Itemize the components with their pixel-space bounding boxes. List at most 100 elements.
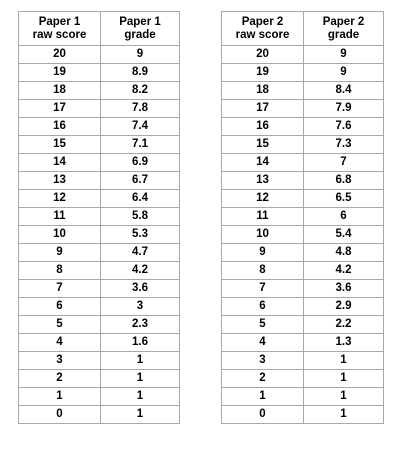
grade-cell: 1 xyxy=(303,369,384,388)
table-row: 18 8.2 xyxy=(18,81,180,100)
grade-cell: 4.2 xyxy=(100,261,180,280)
raw-score-cell: 5 xyxy=(221,315,304,334)
header-text: Paper 1 raw score xyxy=(32,15,87,41)
raw-score-cell: 9 xyxy=(18,243,101,262)
table-row: 12 6.5 xyxy=(221,189,384,208)
raw-score-cell: 0 xyxy=(18,405,101,424)
grade-cell: 1 xyxy=(303,405,384,424)
table-row: 5 2.3 xyxy=(18,315,180,334)
grade-cell: 8.4 xyxy=(303,81,384,100)
grade-cell: 7.9 xyxy=(303,99,384,118)
raw-score-cell: 15 xyxy=(221,135,304,154)
grade-cell: 8.2 xyxy=(100,81,180,100)
table-body: 20 9 19 9 18 8.4 17 7.9 16 7.6 15 7.3 14 7 13 6.8 12 6.5 1… xyxy=(221,45,384,424)
table-row: 14 7 xyxy=(221,153,384,172)
raw-score-header: Paper 2 raw score xyxy=(221,11,304,46)
table-row: 20 9 xyxy=(18,45,180,64)
raw-score-cell: 20 xyxy=(221,45,304,64)
raw-score-cell: 3 xyxy=(221,351,304,370)
grade-cell: 9 xyxy=(303,63,384,82)
grade-cell: 7.8 xyxy=(100,99,180,118)
raw-score-cell: 19 xyxy=(18,63,101,82)
grade-cell: 1.3 xyxy=(303,333,384,352)
grade-cell: 5.3 xyxy=(100,225,180,244)
raw-score-cell: 17 xyxy=(18,99,101,118)
grade-cell: 4.2 xyxy=(303,261,384,280)
table-row: 17 7.8 xyxy=(18,99,180,118)
raw-score-cell: 8 xyxy=(221,261,304,280)
table-row: 16 7.4 xyxy=(18,117,180,136)
grade-cell: 4.8 xyxy=(303,243,384,262)
raw-score-cell: 20 xyxy=(18,45,101,64)
grade-cell: 2.9 xyxy=(303,297,384,316)
raw-score-header: Paper 1 raw score xyxy=(18,11,101,46)
table-row: 13 6.8 xyxy=(221,171,384,190)
raw-score-cell: 6 xyxy=(18,297,101,316)
header-row: Paper 2 raw score Paper 2 grade xyxy=(221,11,384,46)
table-row: 4 1.6 xyxy=(18,333,180,352)
paper-1-grade-table: Paper 1 raw score Paper 1 grade 20 9 19 8.9… xyxy=(18,11,180,424)
raw-score-cell: 4 xyxy=(18,333,101,352)
table-row: 19 8.9 xyxy=(18,63,180,82)
grade-cell: 7.4 xyxy=(100,117,180,136)
grade-cell: 9 xyxy=(303,45,384,64)
raw-score-cell: 14 xyxy=(221,153,304,172)
raw-score-cell: 7 xyxy=(221,279,304,298)
grade-cell: 1 xyxy=(100,351,180,370)
table-row: 7 3.6 xyxy=(18,279,180,298)
raw-score-cell: 13 xyxy=(221,171,304,190)
grade-cell: 1 xyxy=(100,405,180,424)
table-row: 15 7.3 xyxy=(221,135,384,154)
grade-cell: 9 xyxy=(100,45,180,64)
grade-cell: 3.6 xyxy=(303,279,384,298)
grade-cell: 1 xyxy=(100,369,180,388)
raw-score-cell: 10 xyxy=(221,225,304,244)
raw-score-cell: 2 xyxy=(18,369,101,388)
table-row: 10 5.3 xyxy=(18,225,180,244)
raw-score-cell: 16 xyxy=(221,117,304,136)
grade-cell: 3 xyxy=(100,297,180,316)
raw-score-cell: 18 xyxy=(221,81,304,100)
grade-cell: 1 xyxy=(100,387,180,406)
grade-cell: 4.7 xyxy=(100,243,180,262)
table-row: 20 9 xyxy=(221,45,384,64)
grade-cell: 5.4 xyxy=(303,225,384,244)
raw-score-cell: 13 xyxy=(18,171,101,190)
raw-score-cell: 9 xyxy=(221,243,304,262)
raw-score-cell: 12 xyxy=(221,189,304,208)
grade-cell: 1.6 xyxy=(100,333,180,352)
grade-cell: 6.9 xyxy=(100,153,180,172)
grade-header: Paper 2 grade xyxy=(303,11,384,46)
raw-score-cell: 18 xyxy=(18,81,101,100)
raw-score-cell: 19 xyxy=(221,63,304,82)
table-row: 10 5.4 xyxy=(221,225,384,244)
grade-cell: 7.3 xyxy=(303,135,384,154)
raw-score-cell: 10 xyxy=(18,225,101,244)
table-body: 20 9 19 8.9 18 8.2 17 7.8 16 7.4 15 7.1 14 6.9 13 6.7 12… xyxy=(18,45,180,424)
raw-score-cell: 2 xyxy=(221,369,304,388)
table-row: 19 9 xyxy=(221,63,384,82)
header-row: Paper 1 raw score Paper 1 grade xyxy=(18,11,180,46)
raw-score-cell: 1 xyxy=(221,387,304,406)
table-row: 11 6 xyxy=(221,207,384,226)
raw-score-cell: 11 xyxy=(18,207,101,226)
table-row: 11 5.8 xyxy=(18,207,180,226)
raw-score-cell: 15 xyxy=(18,135,101,154)
grade-cell: 6 xyxy=(303,207,384,226)
raw-score-cell: 5 xyxy=(18,315,101,334)
table-row: 7 3.6 xyxy=(221,279,384,298)
raw-score-cell: 8 xyxy=(18,261,101,280)
table-row: 9 4.8 xyxy=(221,243,384,262)
table-row: 16 7.6 xyxy=(221,117,384,136)
grade-cell: 7.1 xyxy=(100,135,180,154)
raw-score-cell: 14 xyxy=(18,153,101,172)
raw-score-cell: 6 xyxy=(221,297,304,316)
grade-cell: 8.9 xyxy=(100,63,180,82)
raw-score-cell: 7 xyxy=(18,279,101,298)
